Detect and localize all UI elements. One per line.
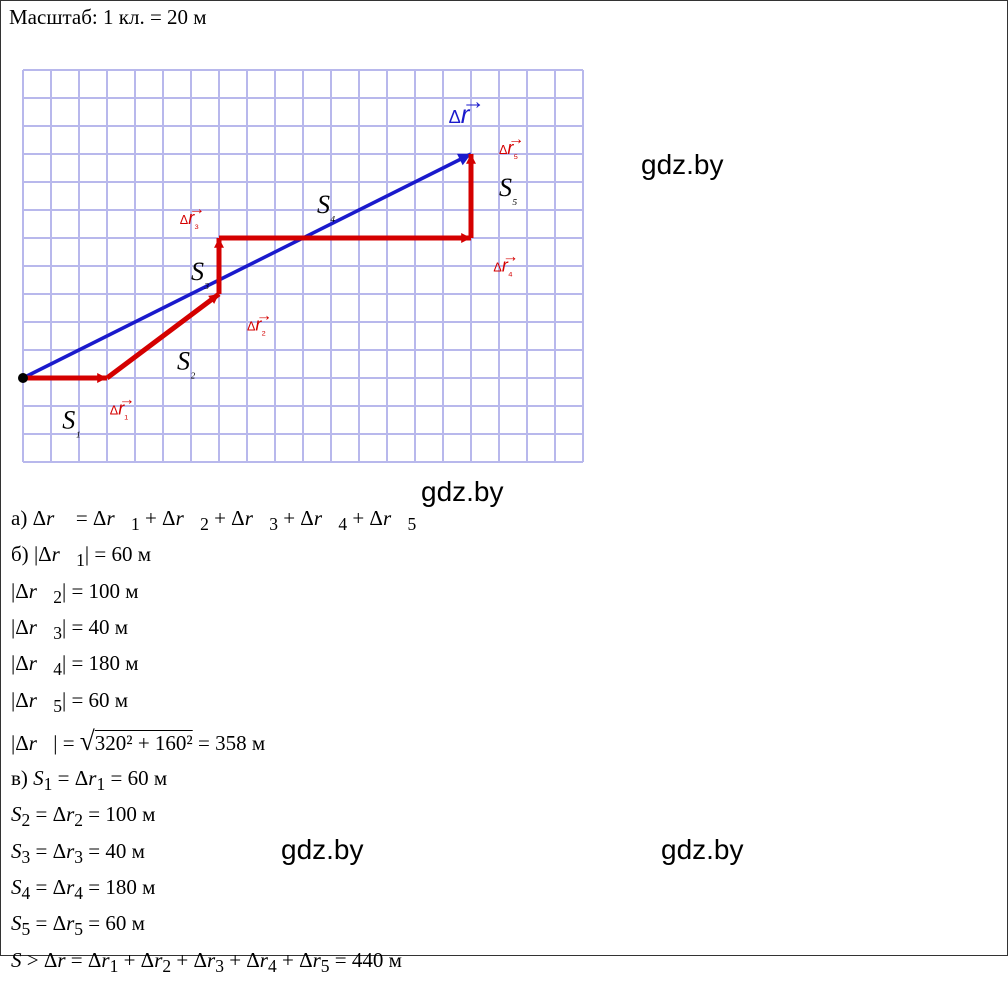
answer-b1: б) |Δr⃗1| = 60 м — [11, 538, 997, 574]
s-idx2: 1 — [96, 774, 105, 794]
v-label: в) — [11, 766, 28, 790]
answer-b3: |Δr⃗3| = 40 м — [11, 611, 997, 647]
scale-label: Масштаб: 1 кл. = 20 м — [1, 1, 1007, 34]
mag-idx: 3 — [53, 623, 62, 643]
s-idx: 1 — [44, 774, 53, 794]
answers-block: а) Δr⃗ = Δr⃗1 + Δr⃗2 + Δr⃗3 + Δr⃗4 + Δr⃗… — [1, 494, 1007, 988]
svg-text:S₁: S₁ — [62, 405, 80, 438]
answer-v2: S2 = Δr2 = 100 м — [11, 798, 997, 834]
sqrt-expr: 320² + 160² — [95, 731, 193, 755]
mag-idx: 4 — [53, 659, 62, 679]
s-val: 100 м — [105, 802, 155, 826]
mag-val: 40 м — [89, 615, 129, 639]
s-idx: 5 — [22, 920, 31, 940]
total-result: 358 м — [215, 731, 265, 755]
answer-b5: |Δr⃗5| = 60 м — [11, 684, 997, 720]
s-idx: 4 — [22, 883, 31, 903]
s-idx: 3 — [22, 847, 31, 867]
watermark: gdz.by — [421, 476, 504, 508]
watermark: gdz.by — [281, 834, 364, 866]
answer-v3: S3 = Δr3 = 40 м — [11, 835, 997, 871]
answer-v1: в) S1 = Δr1 = 60 м — [11, 762, 997, 798]
s-val: 60 м — [105, 911, 145, 935]
answer-v4: S4 = Δr4 = 180 м — [11, 871, 997, 907]
s-idx2: 4 — [74, 883, 83, 903]
s-idx2: 3 — [74, 847, 83, 867]
diagram: →Δr→Δr₁→Δr₂→Δr₃→Δr₄→Δr₅S₁S₂S₃S₄S₅ gdz.by — [1, 34, 1001, 494]
mag-val: 180 м — [89, 651, 139, 675]
answer-total-mag: |Δr⃗| = √320² + 160² = 358 м — [11, 720, 997, 762]
svg-text:S₃: S₃ — [191, 257, 209, 290]
s-idx2: 5 — [74, 920, 83, 940]
mag-val: 60 м — [89, 688, 129, 712]
mag-val: 100 м — [89, 579, 139, 603]
answer-a: а) Δr⃗ = Δr⃗1 + Δr⃗2 + Δr⃗3 + Δr⃗4 + Δr⃗… — [11, 502, 997, 538]
answer-b4: |Δr⃗4| = 180 м — [11, 647, 997, 683]
answer-s-total: S > Δr = Δr1 + Δr2 + Δr3 + Δr4 + Δr5 = 4… — [11, 944, 997, 980]
watermark: gdz.by — [641, 149, 724, 181]
s-total-val: 440 м — [352, 948, 402, 972]
s-val: 180 м — [105, 875, 155, 899]
mag-idx: 1 — [76, 551, 85, 571]
s-val: 40 м — [105, 839, 145, 863]
watermark: gdz.by — [661, 834, 744, 866]
s-val: 60 м — [128, 766, 168, 790]
answer-v5: S5 = Δr5 = 60 м — [11, 907, 997, 943]
s-idx2: 2 — [74, 811, 83, 831]
s-idx: 2 — [22, 811, 31, 831]
svg-text:Δr: Δr — [449, 99, 471, 129]
svg-text:S₄: S₄ — [317, 190, 335, 223]
mag-idx: 5 — [53, 696, 62, 716]
svg-text:S₂: S₂ — [177, 347, 196, 380]
answer-b2: |Δr⃗2| = 100 м — [11, 575, 997, 611]
diagram-svg: →Δr→Δr₁→Δr₂→Δr₃→Δr₄→Δr₅S₁S₂S₃S₄S₅ — [1, 34, 1001, 494]
b-label: б) — [11, 542, 29, 566]
mag-idx: 2 — [53, 587, 62, 607]
mag-val: 60 м — [111, 542, 151, 566]
svg-text:S₅: S₅ — [499, 173, 517, 206]
